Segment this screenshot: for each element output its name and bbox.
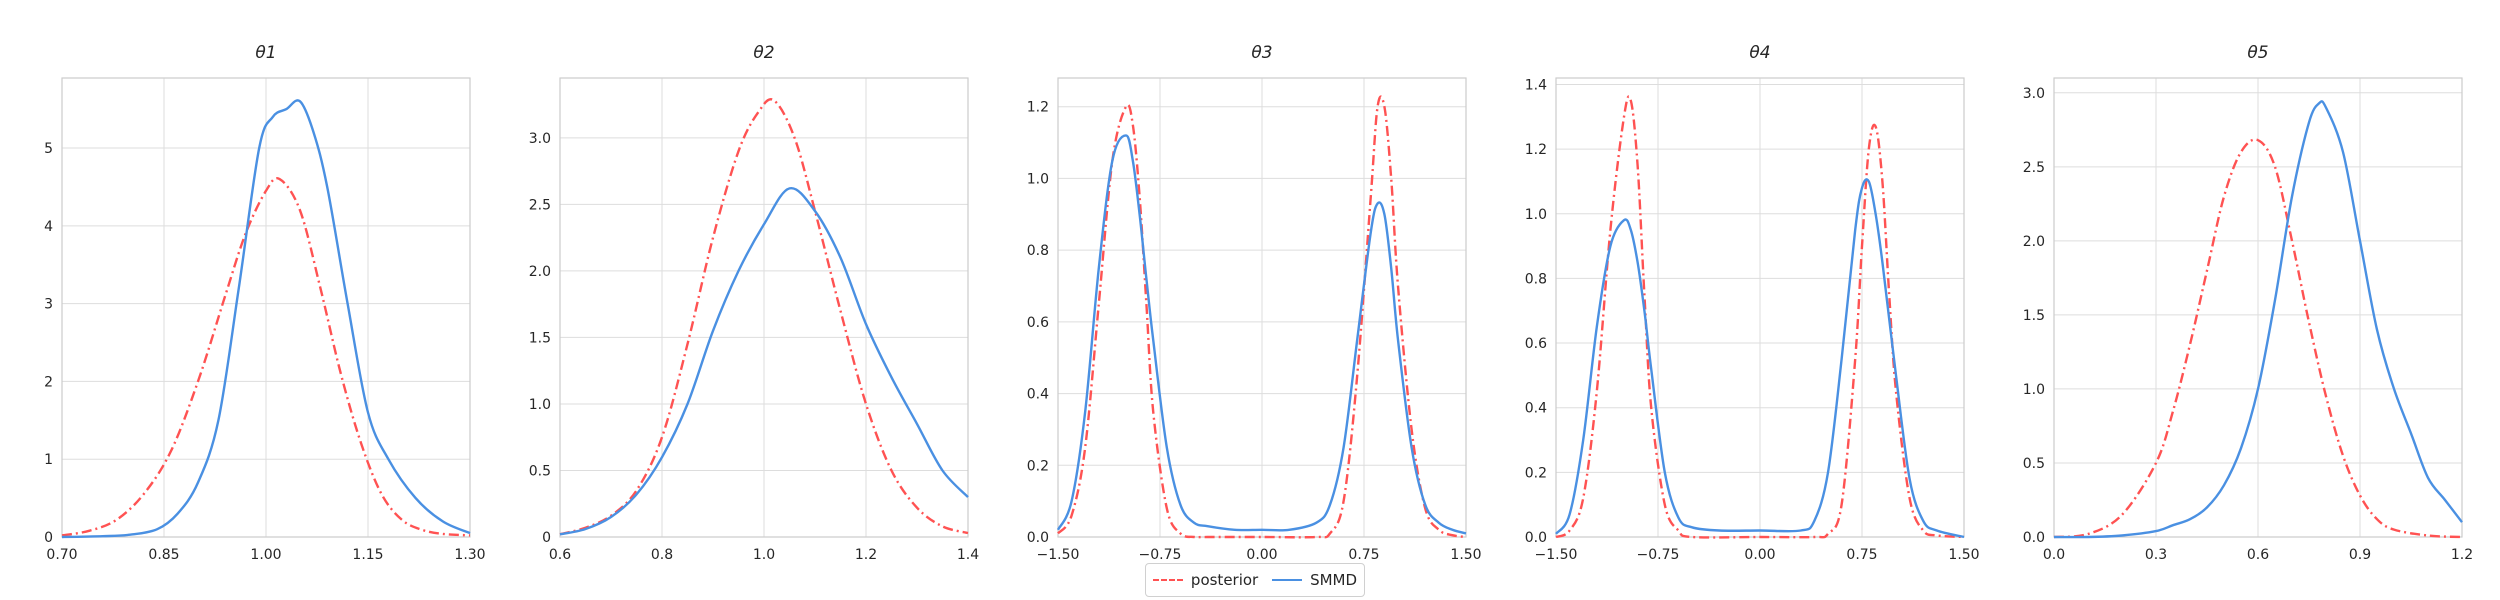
chart-title: θ5 [2247,43,2268,63]
y-tick-label: 0 [44,530,53,546]
y-tick-label: 0.5 [2023,456,2045,472]
y-tick-label: 1 [44,452,53,468]
series-line-smmd [559,187,969,536]
y-tick-label: 1.5 [2023,308,2045,324]
y-tick-label: 3 [44,297,53,313]
x-tick-label: 0.0 [2043,547,2065,563]
x-tick-label: −1.50 [1535,547,1578,563]
legend-swatch-posterior [1152,579,1183,581]
chart-title: θ3 [1251,43,1272,63]
chart-title: θ1 [255,43,276,63]
legend: posterior SMMD [1145,563,1365,597]
y-tick-label: 4 [44,219,53,235]
x-tick-label: 1.50 [1948,547,1979,563]
series-line-posterior [2053,138,2463,539]
y-tick-label: 0.8 [1027,243,1049,259]
x-tick-label: 1.15 [352,547,383,563]
chart-panel-2: 0.6 0.8 1.0 1.2 1.4 0 0.5 1.0 1.5 2.0 2.5 3.0 θ2 [529,43,979,563]
x-tick-label: 0.00 [1744,547,1775,563]
x-tick-label: 1.4 [957,547,979,563]
y-tick-label: 0.4 [1027,387,1049,403]
y-tick-label: 3.0 [529,131,551,147]
x-tick-label: −1.50 [1037,547,1080,563]
y-tick-label: 0.4 [1525,401,1547,417]
y-tick-label: 0.0 [1525,530,1547,546]
x-tick-label: 1.00 [250,547,281,563]
y-tick-label: 3.0 [2023,86,2045,102]
x-tick-label: 0.6 [549,547,571,563]
y-tick-label: 5 [44,141,53,157]
y-tick-label: 2.0 [529,264,551,280]
legend-entry-smmd: SMMD [1272,571,1357,589]
y-tick-label: 2 [44,374,53,390]
y-tick-label: 1.2 [1027,100,1049,116]
series-line-posterior [1057,95,1467,539]
y-tick-label: 2.0 [2023,234,2045,250]
chart-title: θ2 [753,43,774,63]
plot-frame [1057,77,1467,538]
y-tick-label: 0.5 [529,463,551,479]
x-tick-label: 0.75 [1348,547,1379,563]
y-tick-label: 0.0 [2023,530,2045,546]
series-line-smmd [2053,100,2463,539]
y-tick-label: 1.4 [1525,77,1547,93]
x-tick-label: 1.2 [855,547,877,563]
y-tick-label: 0.6 [1027,315,1049,331]
x-tick-label: 1.50 [1450,547,1481,563]
series-line-posterior [61,177,471,537]
chart-panel-4: −1.50 −0.75 0.00 0.75 1.50 0.0 0.2 0.4 0.6 0.8 1.0… [1525,43,1980,563]
x-tick-label: 0.70 [46,547,77,563]
chart-title: θ4 [1749,43,1770,63]
x-tick-label: 0.00 [1246,547,1277,563]
y-tick-label: 0.2 [1525,465,1547,481]
y-tick-label: 0.6 [1525,336,1547,352]
y-tick-label: 0.0 [1027,530,1049,546]
x-tick-label: 0.3 [2145,547,2167,563]
y-tick-label: 0.2 [1027,458,1049,474]
y-tick-label: 1.0 [2023,382,2045,398]
y-tick-label: 0.8 [1525,271,1547,287]
plot-frame [2053,77,2463,538]
series-line-smmd [61,99,471,539]
y-tick-label: 2.5 [529,197,551,213]
x-tick-label: −0.75 [1139,547,1182,563]
legend-swatch-smmd [1272,579,1303,581]
legend-label-smmd: SMMD [1310,571,1358,589]
series-line-posterior [559,98,969,536]
x-tick-label: 1.30 [454,547,485,563]
y-tick-label: 2.5 [2023,160,2045,176]
chart-panel-3: −1.50 −0.75 0.00 0.75 1.50 0.0 0.2 0.4 0.6 0.8 1.0… [1027,43,1482,563]
x-tick-label: 1.0 [753,547,775,563]
x-tick-label: 0.85 [148,547,179,563]
legend-entry-posterior: posterior [1152,571,1259,589]
x-tick-label: 0.9 [2349,547,2371,563]
chart-panel-5: 0.0 0.3 0.6 0.9 1.2 0.0 0.5 1.0 1.5 2.0 2.5 3.0 θ5 [2023,43,2473,563]
x-tick-label: 0.8 [651,547,673,563]
y-tick-label: 1.0 [529,397,551,413]
x-tick-label: 0.6 [2247,547,2269,563]
legend-label-posterior: posterior [1190,571,1259,589]
x-tick-label: 1.2 [2451,547,2473,563]
plot-frame [559,77,969,538]
x-tick-label: −0.75 [1637,547,1680,563]
series-line-smmd [1555,178,1965,539]
y-tick-label: 1.2 [1525,142,1547,158]
series-line-smmd [1056,134,1467,535]
plot-frame [61,77,471,538]
y-tick-label: 0 [542,530,551,546]
chart-panel-1: 0.70 0.85 1.00 1.15 1.30 0 1 2 3 4 5 θ1 [44,43,486,563]
y-tick-label: 1.0 [1525,207,1547,223]
y-tick-label: 1.5 [529,330,551,346]
x-tick-label: 0.75 [1846,547,1877,563]
y-tick-label: 1.0 [1027,171,1049,187]
